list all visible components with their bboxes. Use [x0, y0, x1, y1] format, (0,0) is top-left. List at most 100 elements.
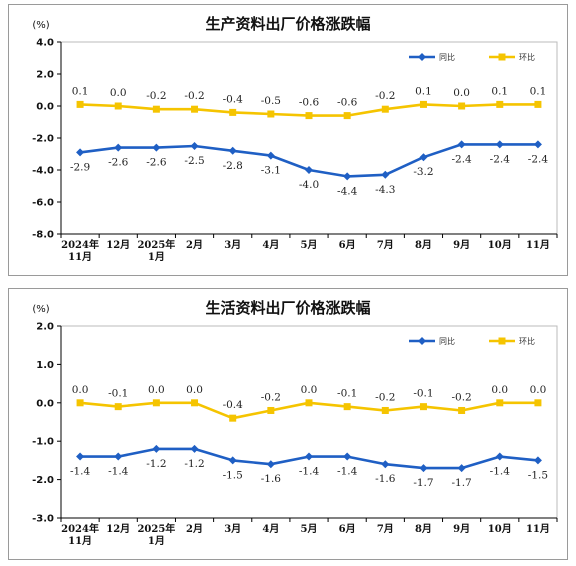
data-point-yoy: [305, 166, 313, 174]
data-label-yoy: -1.2: [184, 458, 204, 470]
data-label-mom: -0.2: [261, 391, 281, 403]
legend-label-mom: 环比: [519, 52, 535, 62]
data-point-yoy: [381, 460, 390, 469]
legend-marker-mom: [498, 53, 506, 61]
x-tick-label: 1月: [148, 535, 165, 547]
data-point-mom: [114, 403, 122, 411]
data-point-yoy: [381, 170, 390, 179]
y-axis-unit: (%): [32, 20, 49, 31]
data-label-mom: -0.1: [413, 388, 433, 400]
data-point-yoy: [190, 444, 199, 453]
data-point-yoy: [419, 153, 428, 162]
data-label-yoy: -2.5: [184, 155, 204, 167]
data-label-mom: -0.2: [451, 391, 471, 403]
data-point-yoy: [343, 452, 352, 461]
data-label-yoy: -2.4: [528, 153, 549, 165]
x-tick-label: 12月: [106, 239, 130, 251]
data-label-yoy: -1.7: [451, 477, 471, 489]
y-tick-label: -1.0: [32, 437, 54, 448]
x-tick-label: 12月: [106, 523, 130, 535]
data-point-mom: [496, 399, 504, 407]
data-label-yoy: -1.5: [223, 469, 243, 481]
data-label-mom: 0.1: [491, 85, 508, 97]
data-label-mom: -0.4: [223, 399, 244, 411]
x-tick-label: 10月: [488, 239, 512, 251]
data-point-yoy: [228, 146, 237, 155]
data-label-yoy: -2.6: [108, 157, 129, 169]
data-label-mom: 0.1: [530, 85, 547, 97]
data-point-mom: [534, 399, 542, 407]
data-label-mom: -0.2: [375, 90, 395, 102]
data-point-mom: [76, 100, 84, 108]
data-point-mom: [419, 403, 427, 411]
x-tick-label: 11月: [526, 239, 550, 251]
data-label-mom: -0.1: [108, 388, 128, 400]
data-point-mom: [305, 112, 313, 120]
data-point-mom: [152, 399, 160, 407]
plot-frame: [60, 325, 558, 519]
data-label-mom: 0.0: [148, 384, 165, 396]
data-label-yoy: -1.4: [108, 466, 129, 478]
x-tick-label: 10月: [488, 523, 512, 535]
data-point-yoy: [457, 140, 466, 149]
y-tick-label: 4.0: [36, 38, 54, 49]
data-point-yoy: [419, 464, 428, 473]
x-tick-label: 5月: [301, 239, 318, 251]
x-tick-label: 2025年: [137, 238, 175, 251]
data-point-mom: [267, 110, 275, 118]
data-label-mom: -0.4: [223, 93, 244, 105]
x-tick-label: 3月: [224, 523, 241, 535]
plot-frame: [60, 41, 558, 235]
data-point-yoy: [533, 140, 542, 149]
data-label-yoy: -1.2: [146, 458, 166, 470]
x-tick-label: 9月: [453, 523, 470, 535]
y-tick-label: -6.0: [32, 198, 54, 209]
data-point-yoy: [457, 464, 466, 473]
data-point-yoy: [76, 452, 85, 461]
legend-marker-yoy: [418, 53, 426, 61]
data-point-mom: [381, 105, 389, 113]
y-tick-label: 2.0: [36, 70, 54, 81]
x-tick-label: 7月: [377, 239, 394, 251]
data-point-mom: [305, 399, 313, 407]
x-tick-label: 11月: [68, 251, 92, 263]
x-tick-label: 7月: [377, 523, 394, 535]
y-tick-label: -8.0: [32, 230, 54, 241]
data-point-mom: [458, 406, 466, 414]
data-label-mom: -0.6: [337, 97, 358, 109]
x-tick-label: 2月: [186, 239, 203, 251]
data-label-yoy: -1.6: [375, 473, 396, 485]
data-label-mom: 0.1: [72, 85, 89, 97]
data-label-yoy: -3.2: [413, 166, 433, 178]
data-point-yoy: [228, 456, 237, 465]
data-label-mom: -0.2: [375, 391, 395, 403]
data-label-mom: 0.0: [72, 384, 89, 396]
x-tick-label: 6月: [339, 239, 356, 251]
y-tick-label: -3.0: [32, 514, 54, 525]
x-tick-label: 2024年: [61, 522, 99, 535]
x-tick-label: 5月: [301, 523, 318, 535]
data-label-mom: -0.2: [146, 90, 166, 102]
data-label-yoy: -1.4: [70, 466, 91, 478]
data-label-yoy: -1.4: [337, 466, 358, 478]
data-label-yoy: -3.1: [261, 165, 281, 177]
chart-panel-living: 生活资料出厂价格涨跌幅 (%) 2.0 1.0 0.0 -1.0 -2.0 -3.0 2024年…: [8, 288, 568, 560]
legend-marker-mom: [498, 337, 506, 345]
y-tick-label: -2.0: [32, 475, 54, 486]
data-label-yoy: -2.4: [490, 153, 511, 165]
x-tick-label: 8月: [415, 523, 432, 535]
y-tick-label: 1.0: [36, 360, 54, 371]
data-point-yoy: [266, 151, 275, 160]
data-point-mom: [76, 399, 84, 407]
data-label-yoy: -1.4: [490, 466, 511, 478]
data-point-yoy: [495, 452, 504, 461]
data-label-mom: -0.2: [184, 90, 204, 102]
data-label-yoy: -4.0: [299, 179, 319, 191]
y-tick-label: 0.0: [36, 398, 54, 409]
data-label-mom: 0.0: [301, 384, 318, 396]
data-label-mom: 0.0: [186, 384, 203, 396]
data-label-mom: 0.0: [530, 384, 547, 396]
legend-label-yoy: 同比: [439, 336, 455, 346]
chart-production-materials: 生产资料出厂价格涨跌幅 (%) 4.0 2.0 0.0 -2.0 -4.0 -6.0 -8.0 2…: [32, 15, 558, 263]
chart-living-materials: 生活资料出厂价格涨跌幅 (%) 2.0 1.0 0.0 -1.0 -2.0 -3.0 2024年…: [32, 299, 558, 547]
